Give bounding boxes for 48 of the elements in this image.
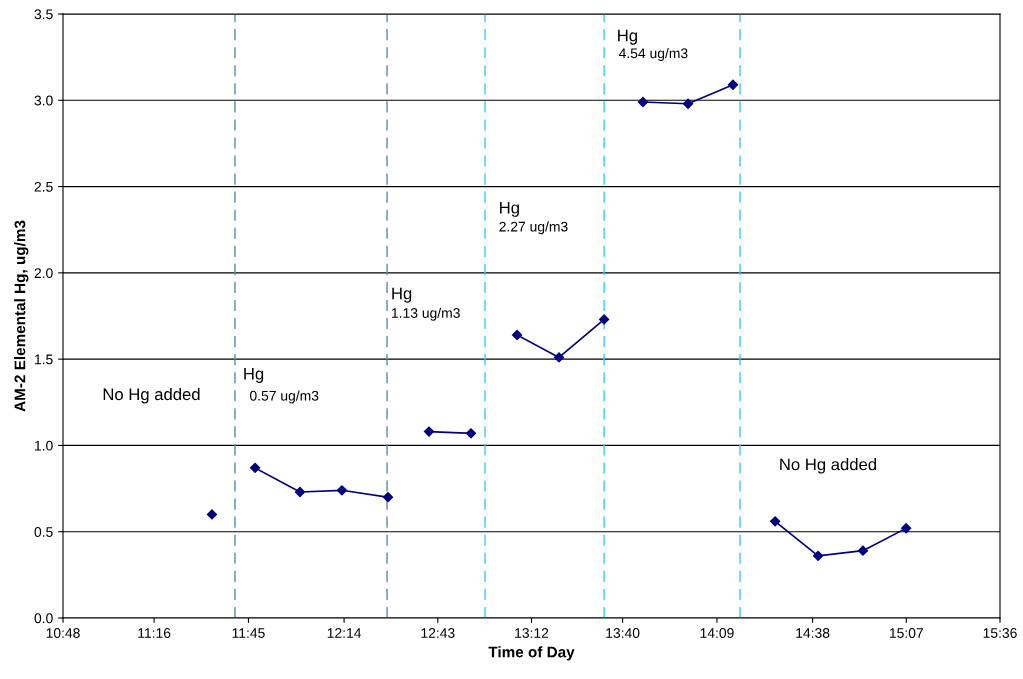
- point: [727, 79, 739, 90]
- point: [511, 329, 523, 341]
- point: [599, 314, 610, 325]
- x-tick-label: 12:14: [327, 628, 362, 638]
- x-tick-label: 15:07: [889, 628, 923, 638]
- x-tick-label: 12:43: [421, 628, 455, 638]
- point: [382, 492, 394, 503]
- x-tick-label: 10:48: [46, 628, 80, 638]
- annotation: 0.57 ug/m3: [250, 390, 319, 404]
- annotation: No Hg added: [780, 458, 877, 474]
- point: [637, 96, 649, 108]
- annotation: Hg: [500, 201, 519, 217]
- y-tick-label: 2.5: [34, 181, 53, 192]
- point: [900, 523, 912, 534]
- x-tick-label: 14:09: [700, 628, 734, 638]
- x-tick-label: 13:12: [515, 628, 549, 638]
- annotation: 2.27 ug/m3: [499, 221, 568, 235]
- point: [465, 428, 477, 439]
- x-tick-label: 11:45: [232, 628, 265, 638]
- y-tick-label: 1.5: [35, 354, 53, 365]
- y-tick-label: 3.0: [34, 95, 53, 106]
- x-axis-title: Time of Day: [488, 646, 575, 661]
- y-tick-label: 2.0: [34, 268, 53, 279]
- point: [249, 462, 261, 473]
- annotation: No Hg added: [103, 387, 200, 404]
- y-tick-label: 1.0: [35, 440, 53, 451]
- x-tick-label: 15:36: [983, 628, 1017, 638]
- x-tick-label: 14:38: [796, 628, 830, 638]
- point: [682, 98, 694, 109]
- point: [812, 550, 824, 561]
- annotation: 4.54 ug/m3: [618, 47, 688, 61]
- point: [770, 516, 781, 527]
- y-axis-title: AM-2 Elemental Hg, ug/m3: [14, 220, 29, 412]
- y-tick-label: 3.5: [34, 9, 53, 20]
- point: [336, 485, 348, 496]
- annotation: Hg: [244, 368, 264, 383]
- annotation: Hg: [618, 29, 637, 45]
- point: [423, 426, 435, 437]
- point: [857, 545, 869, 556]
- point: [294, 486, 306, 498]
- x-tick-label: 13:40: [606, 628, 640, 638]
- x-tick-label: 11:16: [138, 628, 171, 638]
- annotation: Hg: [392, 287, 412, 303]
- y-tick-label: 0.0: [34, 613, 53, 624]
- annotation: 1.13 ug/m3: [392, 307, 460, 321]
- y-tick-label: 0.5: [34, 527, 53, 537]
- point: [553, 352, 565, 363]
- point: [206, 509, 218, 520]
